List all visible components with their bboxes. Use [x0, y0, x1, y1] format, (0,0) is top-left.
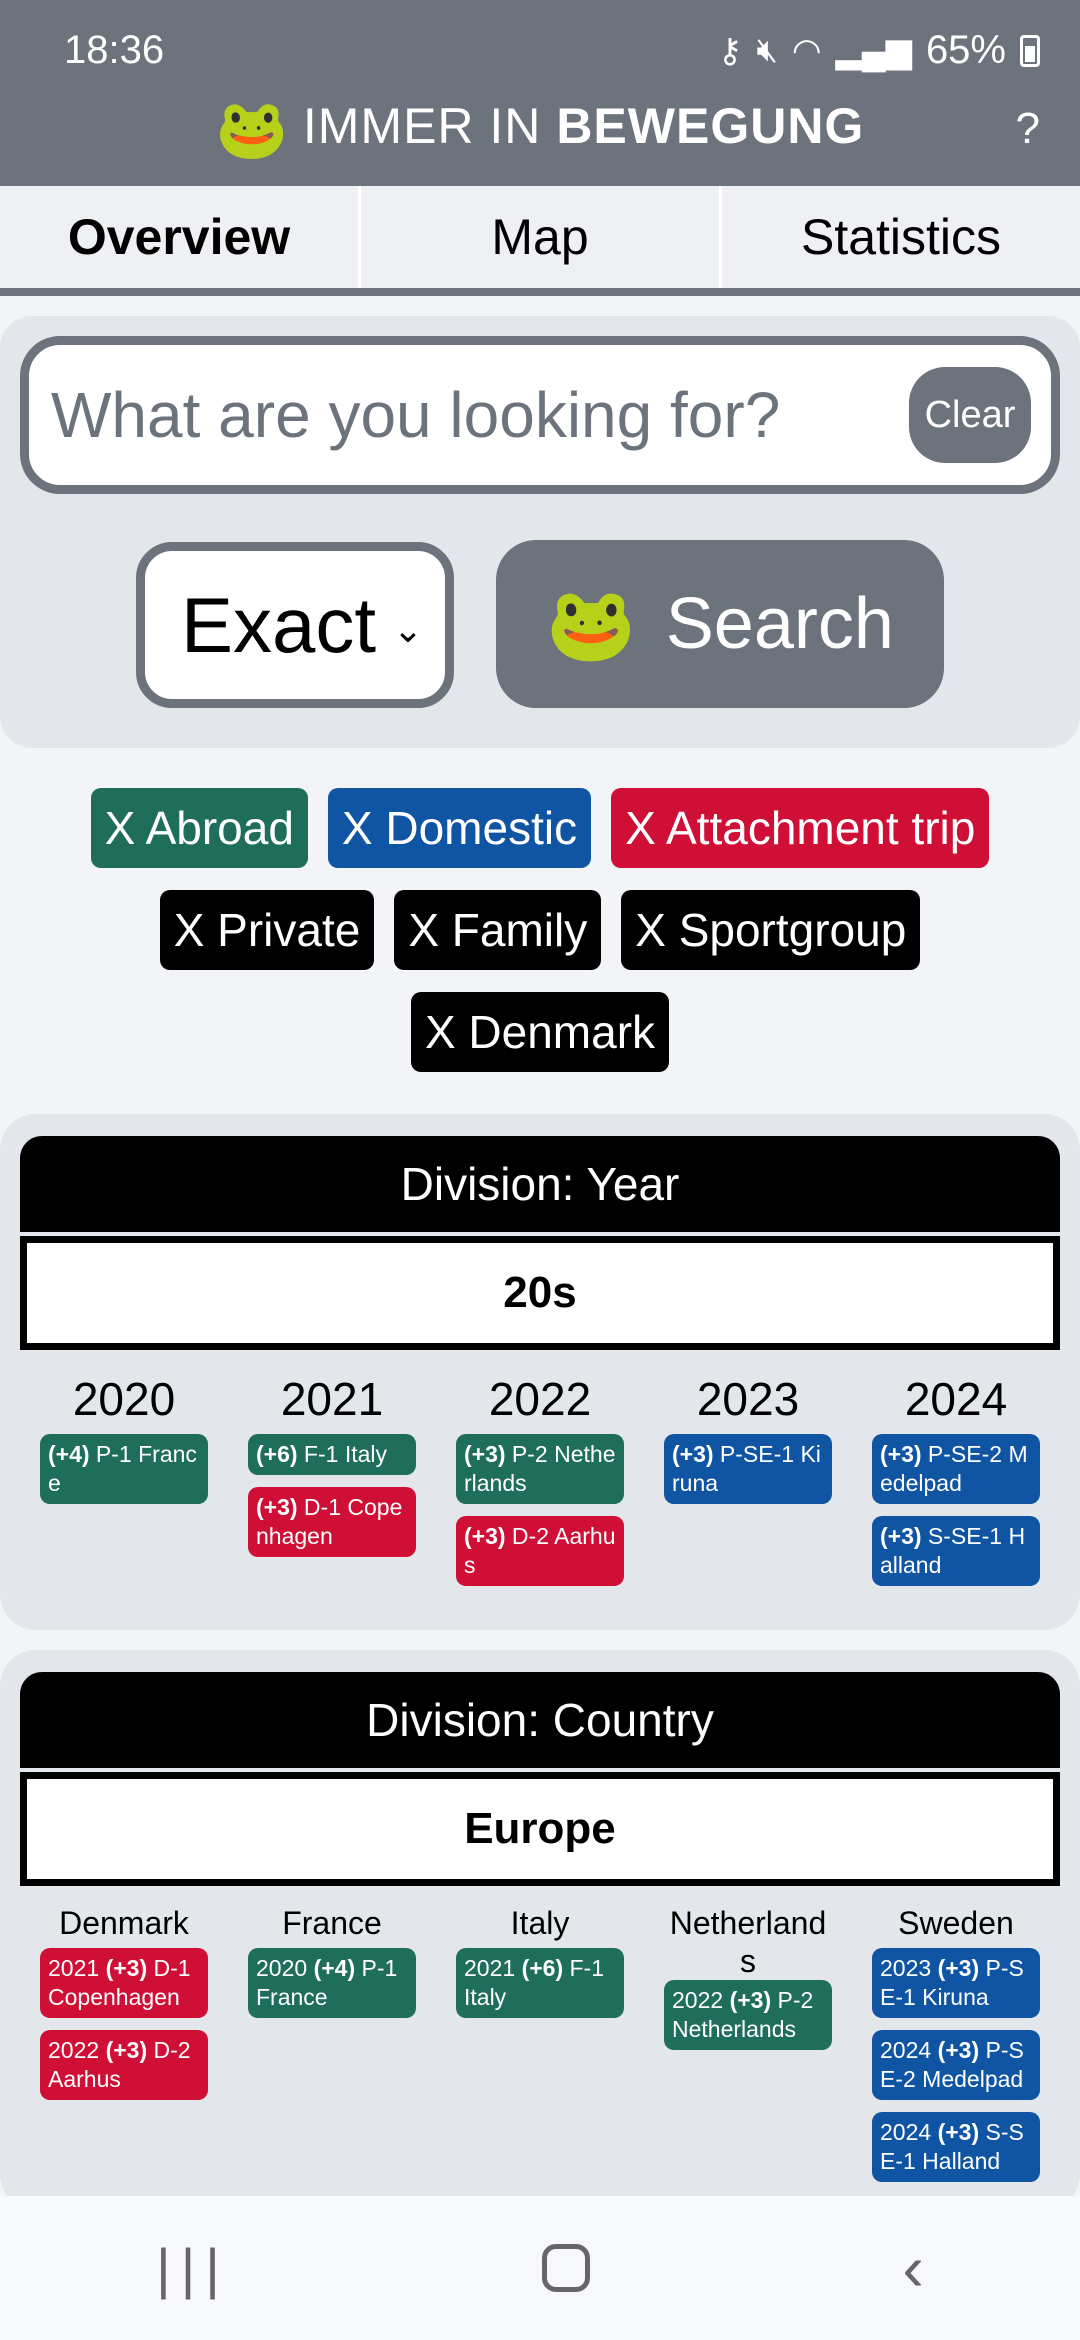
signal-icon: ▂▄▆: [835, 31, 912, 70]
year-column-2023: 2023 (+3) P-SE-1 Kiruna: [644, 1364, 852, 1598]
filter-chip-domestic[interactable]: X Domestic: [327, 788, 592, 868]
trip-item[interactable]: (+3) D-2 Aarhus: [456, 1516, 624, 1586]
year-column-title: 2021: [280, 1373, 384, 1425]
mute-icon: 🔇︎: [756, 31, 778, 69]
app-header: 18:36 ⚷ 🔇︎ ◠ ▂▄▆ 65% 🐸 IMMER IN BEWEGUNG …: [0, 0, 1080, 186]
tab-map[interactable]: Map: [361, 186, 722, 288]
country-columns: Denmark 2021 (+3) D-1 Copenhagen 2022 (+…: [20, 1904, 1060, 2194]
app-title-regular: IMMER IN: [302, 98, 542, 154]
division-year-title: Division: Year: [20, 1136, 1060, 1232]
trip-item[interactable]: (+4) P-1 France: [40, 1434, 208, 1504]
country-column-italy: Italy 2021 (+6) F-1 Italy: [436, 1904, 644, 2194]
filter-chips: X Abroad X Domestic X Attachment trip X …: [0, 788, 1080, 1094]
chevron-down-icon: ⌄: [392, 609, 423, 650]
back-icon[interactable]: ‹: [902, 2232, 924, 2304]
battery-icon: [1020, 34, 1040, 67]
year-columns: 2020 (+4) P-1 France 2021 (+6) F-1 Italy…: [20, 1364, 1060, 1598]
year-column-2024: 2024 (+3) P-SE-2 Medelpad (+3) S-SE-1 Ha…: [852, 1364, 1060, 1598]
year-column-title: 2020: [72, 1373, 176, 1425]
division-country-title: Division: Country: [20, 1672, 1060, 1768]
filter-row-2: X Private X Family X Sportgroup: [0, 890, 1080, 970]
tab-bar: Overview Map Statistics: [0, 186, 1080, 296]
app-title: 🐸 IMMER IN BEWEGUNG: [0, 96, 1080, 164]
filter-chip-attachment-trip[interactable]: X Attachment trip: [611, 788, 990, 868]
country-column-denmark: Denmark 2021 (+3) D-1 Copenhagen 2022 (+…: [20, 1904, 228, 2194]
trip-item[interactable]: 2022 (+3) P-2 Netherlands: [664, 1980, 832, 2050]
recent-apps-icon[interactable]: |||: [156, 2236, 230, 2300]
trip-item[interactable]: (+3) P-SE-1 Kiruna: [664, 1434, 832, 1504]
key-icon: ⚷: [717, 31, 743, 70]
filter-row-1: X Abroad X Domestic X Attachment trip: [0, 788, 1080, 868]
trip-item[interactable]: (+3) S-SE-1 Halland: [872, 1516, 1040, 1586]
search-panel: Clear Exact ⌄ 🐸 Search: [0, 316, 1080, 748]
battery-percent: 65%: [925, 28, 1006, 72]
country-column-france: France 2020 (+4) P-1 France: [228, 1904, 436, 2194]
division-country-group: Europe: [20, 1772, 1060, 1886]
year-column-title: 2023: [696, 1373, 800, 1425]
trip-item[interactable]: 2021 (+6) F-1 Italy: [456, 1948, 624, 2018]
trip-item[interactable]: (+3) P-SE-2 Medelpad: [872, 1434, 1040, 1504]
trip-item[interactable]: (+3) P-2 Netherlands: [456, 1434, 624, 1504]
system-nav-bar: ||| ‹: [0, 2196, 1080, 2340]
country-column-title: Italy: [510, 1905, 570, 1941]
search-button-label: Search: [665, 584, 894, 664]
trip-item[interactable]: 2021 (+3) D-1 Copenhagen: [40, 1948, 208, 2018]
filter-chip-abroad[interactable]: X Abroad: [90, 788, 308, 868]
country-column-title: Netherlands: [669, 1905, 827, 1979]
year-column-2020: 2020 (+4) P-1 France: [20, 1364, 228, 1598]
filter-row-3: X Denmark: [0, 992, 1080, 1072]
country-column-sweden: Sweden 2023 (+3) P-SE-1 Kiruna 2024 (+3)…: [852, 1904, 1060, 2194]
frog-icon: 🐸: [546, 584, 636, 665]
home-icon[interactable]: [542, 2244, 591, 2292]
trip-item[interactable]: (+6) F-1 Italy: [248, 1434, 416, 1475]
division-year-group: 20s: [20, 1236, 1060, 1350]
filter-chip-family[interactable]: X Family: [394, 890, 602, 970]
tab-overview[interactable]: Overview: [0, 186, 361, 288]
frog-logo-icon: 🐸: [215, 97, 289, 162]
status-icons: ⚷ 🔇︎ ◠ ▂▄▆ 65%: [718, 28, 1040, 73]
match-mode-select[interactable]: Exact ⌄: [136, 542, 454, 708]
trip-item[interactable]: 2022 (+3) D-2 Aarhus: [40, 2030, 208, 2100]
clear-button[interactable]: Clear: [909, 367, 1031, 463]
trip-item[interactable]: 2024 (+3) P-SE-2 Medelpad: [872, 2030, 1040, 2100]
app-title-bold: BEWEGUNG: [556, 98, 865, 154]
trip-item[interactable]: 2023 (+3) P-SE-1 Kiruna: [872, 1948, 1040, 2018]
year-column-2022: 2022 (+3) P-2 Netherlands (+3) D-2 Aarhu…: [436, 1364, 644, 1598]
year-column-title: 2022: [488, 1373, 592, 1425]
division-year-card: Division: Year 20s 2020 (+4) P-1 France …: [0, 1114, 1080, 1630]
country-column-title: Denmark: [59, 1905, 189, 1941]
country-column-title: Sweden: [898, 1905, 1014, 1941]
status-time: 18:36: [64, 28, 165, 72]
search-button[interactable]: 🐸 Search: [496, 540, 944, 708]
year-column-2021: 2021 (+6) F-1 Italy (+3) D-1 Copenhagen: [228, 1364, 436, 1598]
match-mode-value: Exact: [181, 580, 377, 669]
year-column-title: 2024: [904, 1373, 1008, 1425]
trip-item[interactable]: 2020 (+4) P-1 France: [248, 1948, 416, 2018]
filter-chip-private[interactable]: X Private: [159, 890, 375, 970]
filter-chip-sportgroup[interactable]: X Sportgroup: [621, 890, 921, 970]
search-input[interactable]: [51, 367, 891, 463]
country-column-netherlands: Netherlands 2022 (+3) P-2 Netherlands: [644, 1904, 852, 2194]
filter-chip-denmark[interactable]: X Denmark: [410, 992, 670, 1072]
search-box: Clear: [20, 336, 1060, 494]
help-button[interactable]: ?: [1015, 104, 1040, 153]
country-column-title: France: [282, 1905, 382, 1941]
division-country-card: Division: Country Europe Denmark 2021 (+…: [0, 1650, 1080, 2210]
trip-item[interactable]: (+3) D-1 Copenhagen: [248, 1487, 416, 1557]
tab-statistics[interactable]: Statistics: [800, 209, 1002, 265]
wifi-icon: ◠: [791, 31, 822, 70]
trip-item[interactable]: 2024 (+3) S-SE-1 Halland: [872, 2112, 1040, 2182]
